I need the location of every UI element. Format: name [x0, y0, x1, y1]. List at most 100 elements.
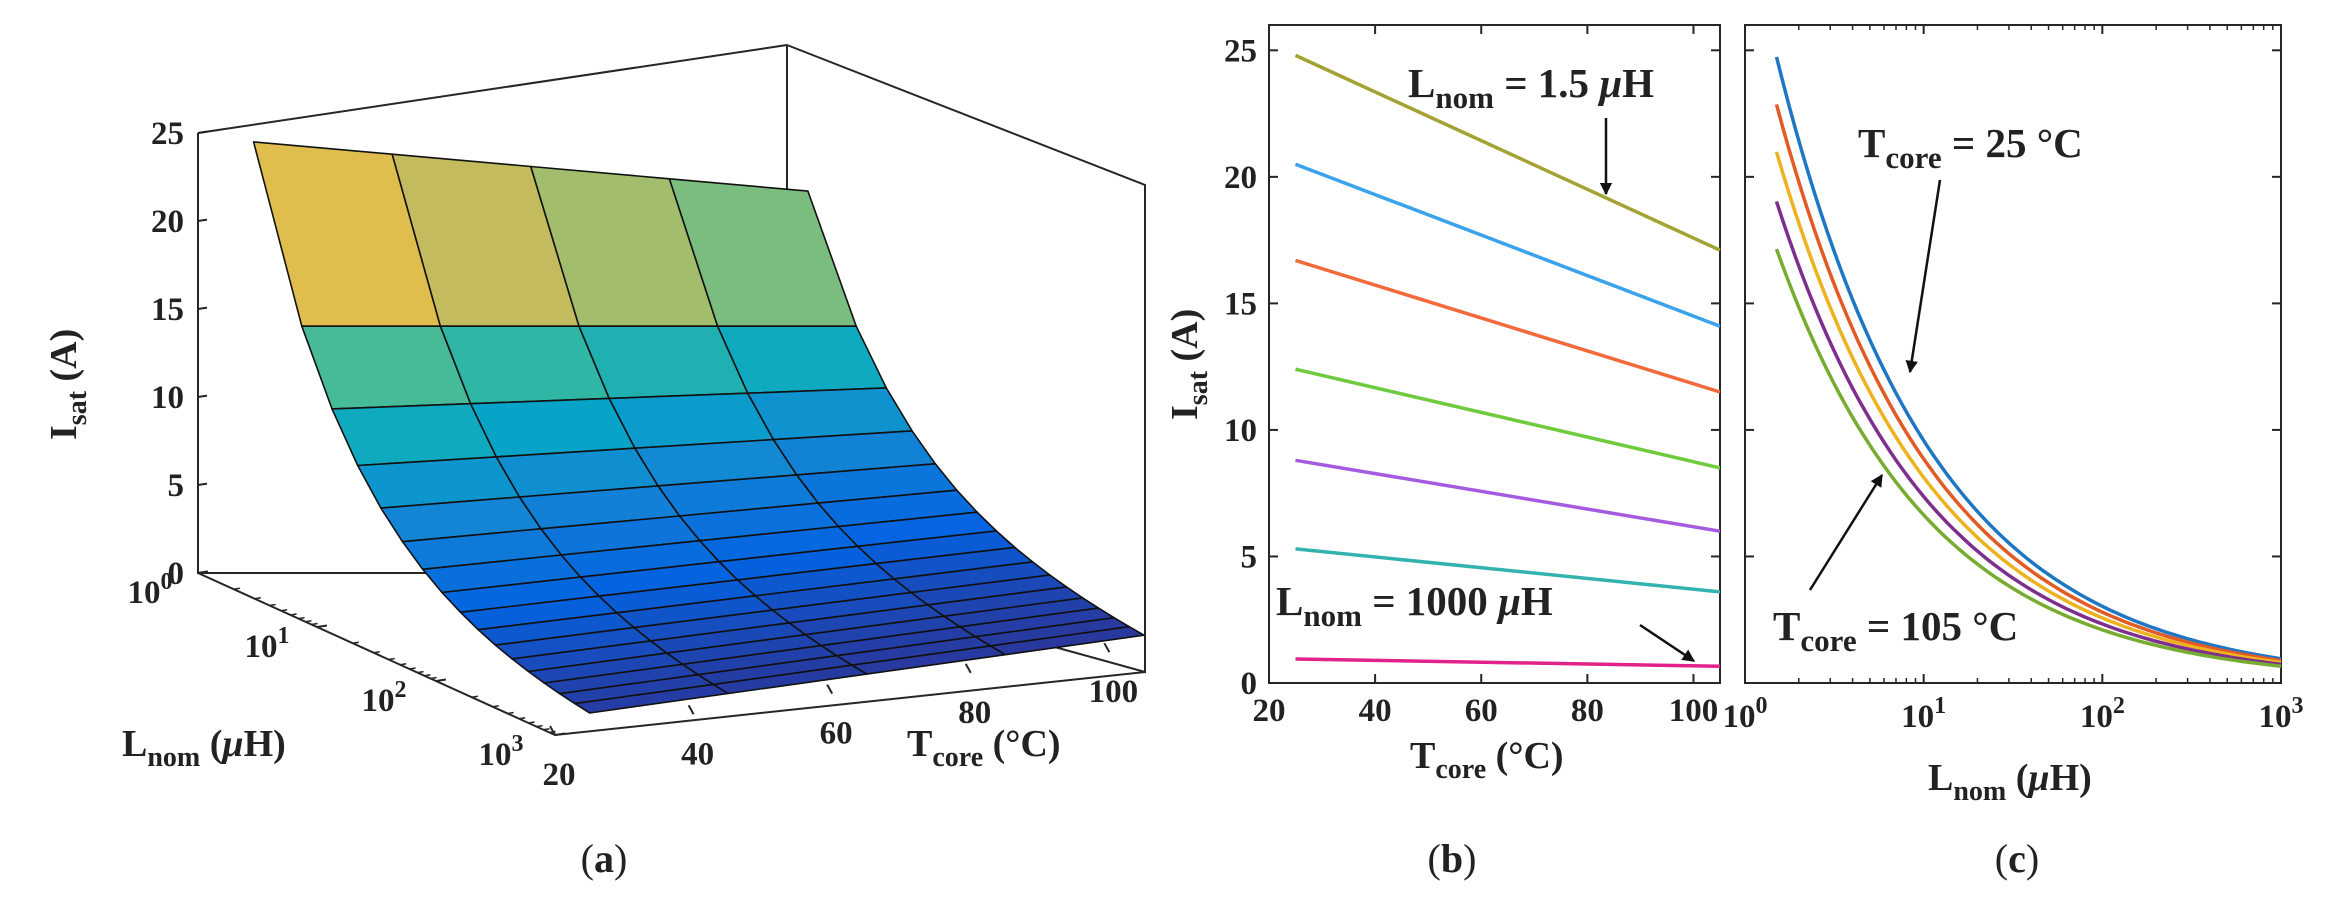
c-x-tick-label: 101: [1901, 693, 1946, 735]
c-annotation-105C: Tcore = 105 °C: [1773, 603, 2018, 658]
surface-patch: [716, 325, 888, 395]
c-series-line-2: [1774, 151, 2282, 665]
a-y-tick-label: 100: [128, 569, 173, 611]
a-x-tick-label: 100: [1089, 674, 1139, 710]
a-y-minor-tick: [400, 663, 407, 666]
c-xlabel: Lnom (μH): [1928, 757, 2092, 807]
a-y-tick-label: 101: [245, 623, 290, 665]
a-x-tick: [549, 725, 556, 736]
a-x-ticks: 20 40 60 80 100: [543, 642, 1139, 793]
b-y-tick-label: 20: [1224, 160, 1257, 196]
a-y-minor-tick: [388, 657, 395, 661]
a-y-minor-tick: [536, 724, 543, 728]
a-x-tick-label: 60: [820, 716, 853, 752]
a-x-tick: [687, 704, 695, 715]
b-series-line-5: [1295, 547, 1721, 594]
surface-patch: [989, 625, 1145, 656]
a-x-tick-label: 80: [958, 695, 991, 731]
a-surface: [252, 141, 1145, 714]
a-y-minor-tick: [352, 641, 359, 644]
c-lines: [1774, 56, 2282, 668]
a-y-tick: [435, 678, 447, 682]
a-x-tick-label: 40: [681, 736, 714, 772]
a-z-tick: [197, 306, 208, 310]
a-z-tick-label: 5: [168, 468, 185, 504]
a-z-tick: [197, 482, 208, 486]
c-plot-frame: [1744, 24, 2282, 684]
a-y-minor-tick: [492, 705, 499, 708]
a-y-tick-label: 103: [479, 731, 524, 773]
c-series-line-4: [1774, 248, 2282, 668]
panel-a: 0 5 10 15 20 25 20 40 60 80 100 100 101 102 103 Isat…: [43, 44, 1146, 881]
a-x-tick: [1103, 642, 1111, 653]
a-y-minor-tick: [311, 622, 318, 626]
a-caption: (a): [581, 836, 628, 881]
b-series-line-2: [1294, 258, 1721, 394]
a-y-minor-tick: [254, 597, 261, 600]
b-ticks: 20 40 60 80 100 0 5 10 15 20 25: [1224, 25, 1720, 729]
a-z-tick-label: 25: [151, 116, 184, 152]
b-caption: (b): [1428, 836, 1477, 881]
a-y-minor-tick: [424, 674, 431, 677]
a-y-minor-tick: [549, 730, 556, 734]
a-y-ticks: 100 101 102 103: [128, 569, 566, 773]
c-series-line-1: [1774, 103, 2282, 663]
a-y-minor-tick: [519, 717, 526, 720]
a-y-minor-tick: [528, 721, 535, 724]
c-annotation-25C: Tcore = 25 °C: [1858, 120, 2083, 175]
b-y-tick-label: 15: [1224, 286, 1257, 322]
a-y-minor-tick: [507, 711, 514, 715]
a-y-tick: [316, 624, 328, 628]
b-annotation-1p5uH: Lnom = 1.5 μH: [1408, 60, 1654, 115]
a-y-tick: [554, 732, 566, 736]
b-annotation-1000uH: Lnom = 1000 μH: [1276, 578, 1553, 633]
b-plot-frame: [1268, 24, 1721, 684]
a-z-tick-label: 20: [151, 204, 184, 240]
a-x-tick: [964, 663, 972, 674]
b-y-tick-label: 25: [1224, 33, 1257, 69]
a-y-tick: [197, 570, 209, 574]
surface-patch: [469, 397, 636, 458]
a-y-minor-tick: [269, 603, 276, 607]
c-x-tick-label: 100: [1723, 693, 1768, 735]
a-zlabel: Isat (A): [43, 329, 93, 440]
b-xlabel: Tcore (°C): [1410, 735, 1564, 785]
b-x-tick-label: 20: [1253, 693, 1286, 729]
a-z-tick-label: 0: [168, 556, 185, 592]
a-y-minor-tick: [430, 676, 437, 680]
a-z-tick: [197, 130, 208, 134]
b-ylabel: Isat (A): [1164, 309, 1214, 420]
c-arrow-105C: [1808, 473, 1884, 591]
b-x-tick-label: 40: [1359, 693, 1392, 729]
a-y-minor-tick: [233, 587, 240, 590]
a-x-tick: [826, 684, 834, 695]
b-arrow-1000uH: [1639, 623, 1696, 663]
a-x-tick-label: 20: [543, 757, 576, 793]
a-z-tick-label: 10: [151, 380, 184, 416]
c-ticks: 100 101 102 103: [1723, 25, 2304, 735]
c-x-tick-label: 103: [2259, 693, 2304, 735]
a-y-minor-tick: [281, 609, 288, 612]
c-x-tick-label: 102: [2080, 693, 2125, 735]
surface-patch: [331, 402, 498, 467]
panel-c: 100 101 102 103 Lnom (μH) Tcore = 25 °C Tco…: [1723, 24, 2304, 881]
a-y-minor-tick: [543, 728, 550, 731]
a-z-tick: [197, 218, 208, 222]
a-y-minor-tick: [417, 670, 424, 674]
a-y-tick-label: 102: [362, 677, 407, 719]
b-y-tick-label: 0: [1241, 666, 1258, 702]
b-x-tick-label: 80: [1571, 693, 1604, 729]
b-y-tick-label: 5: [1241, 539, 1258, 575]
surface-patch: [608, 392, 775, 450]
b-series-line-4: [1295, 458, 1721, 533]
b-series-line-6: [1295, 657, 1721, 669]
b-x-tick-label: 60: [1465, 693, 1498, 729]
b-y-tick-label: 10: [1224, 413, 1257, 449]
c-series-line-3: [1774, 200, 2282, 667]
a-xlabel: Tcore (°C): [907, 723, 1061, 773]
a-z-tick-label: 15: [151, 292, 184, 328]
b-lines: [1294, 53, 1721, 669]
a-y-minor-tick: [305, 620, 312, 623]
panel-b: 20 40 60 80 100 0 5 10 15 20 25 Isat (A) Tcore (°C…: [1164, 24, 1721, 881]
a-y-minor-tick: [298, 616, 305, 620]
